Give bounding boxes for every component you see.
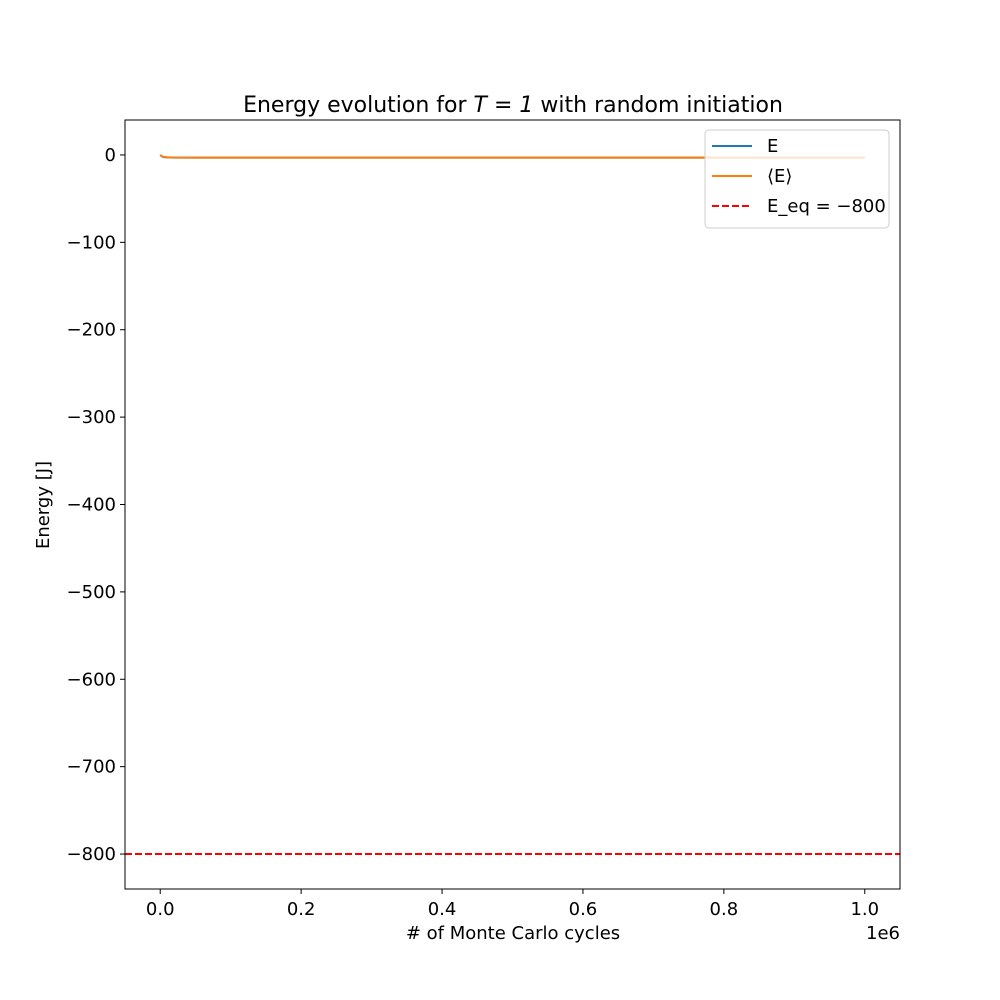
y-tick-label: 0 bbox=[105, 145, 116, 166]
x-tick-label: 1.0 bbox=[850, 899, 879, 920]
x-axis-offset-text: 1e6 bbox=[866, 923, 900, 944]
legend-label-mean-e: ⟨E⟩ bbox=[767, 166, 792, 187]
legend-box bbox=[704, 129, 890, 229]
y-tick-label: −700 bbox=[67, 757, 116, 778]
chart-title: Energy evolution for T = 1 with random i… bbox=[243, 93, 783, 118]
y-tick-label: −200 bbox=[67, 320, 116, 341]
x-tick-label: 0.8 bbox=[710, 899, 739, 920]
legend-label-e-eq: E_eq = −800 bbox=[767, 196, 886, 217]
y-tick-label: −400 bbox=[67, 495, 116, 516]
x-tick-label: 0.0 bbox=[146, 899, 175, 920]
x-axis-label: # of Monte Carlo cycles bbox=[406, 923, 620, 944]
x-tick-label: 0.4 bbox=[428, 899, 457, 920]
y-tick-label: −300 bbox=[67, 407, 116, 428]
plot-area bbox=[125, 154, 900, 856]
legend-label-e: E bbox=[767, 136, 778, 157]
x-tick-label: 0.6 bbox=[569, 899, 598, 920]
y-tick-label: −500 bbox=[67, 582, 116, 603]
y-axis-label: Energy [J] bbox=[33, 461, 54, 549]
legend: E ⟨E⟩ E_eq = −800 bbox=[704, 129, 890, 229]
x-tick-label: 0.2 bbox=[287, 899, 316, 920]
x-axis-ticks: 0.0 0.2 0.4 0.6 0.8 1.0 bbox=[146, 889, 879, 920]
y-tick-label: −600 bbox=[67, 669, 116, 690]
y-tick-label: −100 bbox=[67, 232, 116, 253]
y-tick-label: −800 bbox=[67, 844, 116, 865]
axes-frame bbox=[124, 119, 901, 890]
y-axis-ticks: 0 −100 −200 −300 −400 −500 −600 −700 −800 bbox=[67, 145, 125, 865]
series-line-mean-e bbox=[159, 154, 865, 159]
